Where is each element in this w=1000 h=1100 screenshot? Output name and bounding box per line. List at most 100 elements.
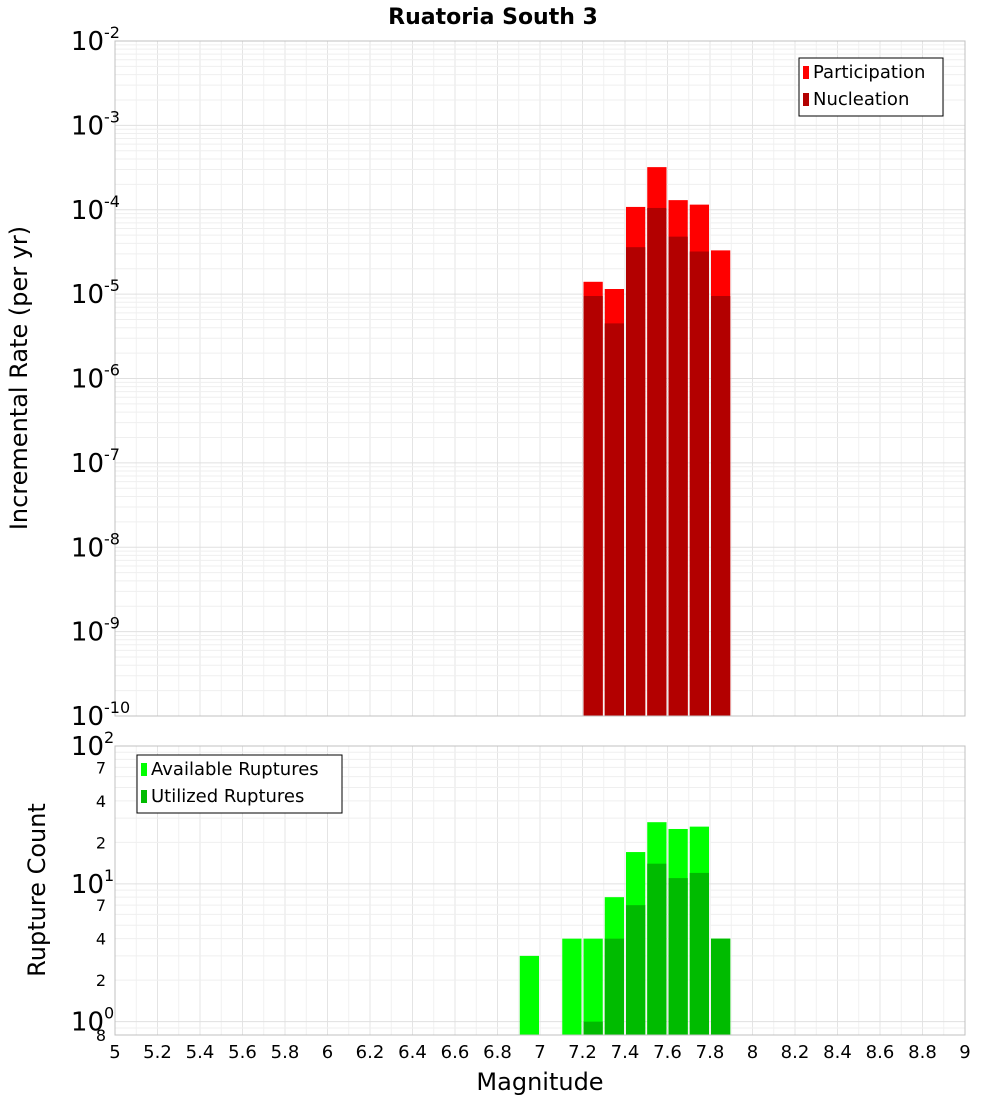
x-tick-label: 6.2: [356, 1042, 385, 1063]
x-tick-label: 8.2: [781, 1042, 810, 1063]
y-minor-tick-label: 4: [96, 792, 106, 811]
grid-lines: [114, 746, 966, 1036]
legend: Available Ruptures Utilized Ruptures: [136, 754, 343, 814]
y-tick-exponent: -4: [104, 192, 120, 211]
legend: Participation Nucleation: [798, 57, 944, 117]
x-tick-label: 7.4: [611, 1042, 640, 1063]
x-tick-label: 7.8: [696, 1042, 725, 1063]
y-tick-base: 10: [71, 196, 104, 226]
y-minor-tick-label: 8: [96, 1026, 106, 1045]
x-tick-label: 6.4: [398, 1042, 427, 1063]
x-tick-label: 7: [534, 1042, 545, 1063]
y-tick-base: 10: [71, 870, 104, 900]
bar: [689, 251, 709, 716]
x-tick-label: 5.2: [143, 1042, 172, 1063]
x-tick-label: 5.6: [228, 1042, 257, 1063]
bar: [583, 296, 603, 716]
y-tick-base: 10: [71, 702, 104, 732]
top-panel-incremental-rate: 10-210-310-410-510-610-710-810-910 -10Par…: [71, 23, 966, 732]
bar: [711, 938, 731, 1035]
x-tick-label: 6.6: [441, 1042, 470, 1063]
y-tick-base: 10: [71, 1008, 104, 1038]
bar: [668, 878, 688, 1035]
bar: [668, 236, 688, 716]
y-tick-label: 10 -4: [71, 192, 120, 226]
y-minor-tick-label: 2: [96, 833, 106, 852]
y-tick-label: 10 -5: [71, 276, 120, 310]
x-tick-label: 6.8: [483, 1042, 512, 1063]
x-tick-label: 8.4: [823, 1042, 852, 1063]
bar: [626, 905, 646, 1035]
x-tick-label: 5.4: [186, 1042, 215, 1063]
y-tick-label: 10 -6: [71, 361, 120, 395]
y-minor-tick-label: 7: [96, 896, 106, 915]
x-tick-label: 7.2: [568, 1042, 597, 1063]
y-minor-tick-label: 7: [96, 758, 106, 777]
legend-box: [798, 57, 944, 117]
x-tick-label: 8: [747, 1042, 758, 1063]
legend-swatch: [803, 66, 809, 79]
x-tick-label: 5.8: [271, 1042, 300, 1063]
y-tick-base: 10: [71, 449, 104, 479]
y-tick-base: 10: [71, 111, 104, 141]
x-axis-label: Magnitude: [476, 1068, 603, 1096]
bar: [711, 296, 731, 716]
y-tick-base: 10: [71, 732, 104, 762]
y-tick-base: 10: [71, 533, 104, 563]
bar-series-group: [583, 167, 731, 717]
y-minor-tick-label: 4: [96, 930, 106, 949]
bar: [647, 207, 667, 716]
y-tick-label: 10 -8: [71, 529, 120, 563]
y-tick-exponent: -8: [104, 529, 120, 548]
legend-box: [136, 754, 343, 814]
bar: [626, 247, 646, 716]
y-tick-base: 10: [71, 618, 104, 648]
y-tick-label: 10 -10: [71, 698, 130, 732]
bar: [647, 863, 667, 1035]
y-tick-labels: 10-210-310-410-510-610-710-810-910-10: [71, 23, 130, 732]
y-tick-base: 10: [71, 27, 104, 57]
y-tick-exponent: -7: [104, 445, 120, 464]
legend-item-label: Nucleation: [813, 89, 909, 110]
bar: [583, 1021, 603, 1035]
y-tick-label: 10 -9: [71, 614, 120, 648]
legend-swatch: [141, 763, 147, 776]
top-y-axis-label: Incremental Rate (per yr): [5, 226, 33, 530]
x-tick-label: 5: [109, 1042, 120, 1063]
bar: [604, 938, 624, 1035]
y-tick-label: 10 -3: [71, 107, 120, 141]
x-tick-labels: 5 5.2 5.4 5.6 5.8 6 6.2 6.4 6.6 6.8 7 7.2 7.4 7.6 7.8 8…: [109, 1042, 970, 1063]
y-tick-exponent: 2: [104, 728, 114, 747]
chart-title: Ruatoria South 3: [388, 5, 598, 30]
y-major-tick-label: 10 2: [71, 728, 114, 762]
y-major-tick-label: 10 0: [71, 1004, 114, 1038]
x-tick-label: 8.6: [866, 1042, 895, 1063]
bar: [562, 938, 582, 1035]
legend-swatch: [141, 790, 147, 803]
x-tick-label: 8.8: [908, 1042, 937, 1063]
plot-area-border: [114, 745, 966, 1036]
bar-series-group: [519, 822, 731, 1035]
legend-item-label: Participation: [813, 62, 925, 83]
bar: [583, 938, 603, 1035]
grid-lines: [114, 41, 966, 717]
y-tick-exponent: 0: [104, 1004, 114, 1023]
y-tick-exponent: -10: [104, 698, 130, 717]
bar: [519, 955, 539, 1035]
y-minor-tick-label: 2: [96, 971, 106, 990]
legend-item-label: Utilized Ruptures: [151, 786, 304, 807]
plot-area-border: [114, 40, 966, 717]
x-tick-label: 6: [322, 1042, 333, 1063]
y-tick-exponent: -3: [104, 107, 120, 126]
bar: [604, 323, 624, 716]
y-tick-exponent: 1: [104, 866, 114, 885]
y-tick-exponent: -5: [104, 276, 120, 295]
bar-series-utilized-ruptures: [583, 863, 731, 1035]
y-tick-exponent: -6: [104, 361, 120, 380]
x-tick-label: 7.6: [653, 1042, 682, 1063]
bottom-y-axis-label: Rupture Count: [23, 803, 51, 977]
